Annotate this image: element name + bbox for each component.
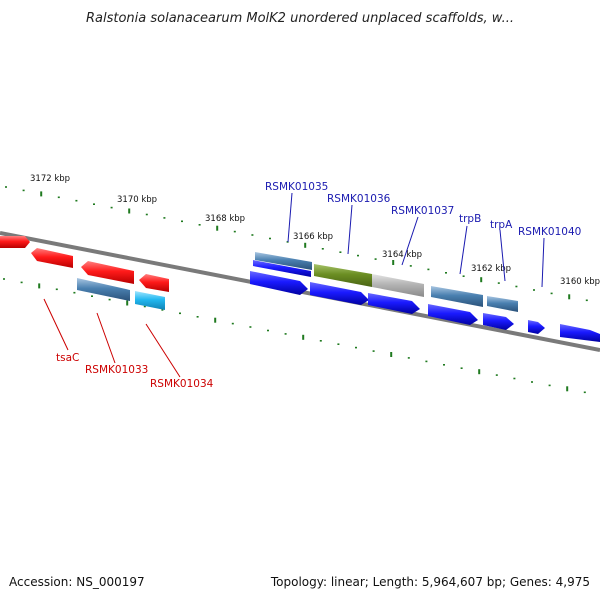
gene-stripe-rsmk01035[interactable]	[253, 260, 311, 277]
scale-label-3168: 3168 kbp	[205, 214, 245, 224]
scale-label-3164: 3164 kbp	[382, 250, 422, 260]
gene-box-rsmk01037[interactable]	[372, 274, 424, 297]
gene-labels: tsaC RSMK01033 RSMK01034 RSMK01035 RSMK0…	[56, 181, 581, 390]
gene-arrow-forward-4[interactable]	[428, 304, 478, 325]
gene-label-rsmk01036[interactable]: RSMK01036	[327, 193, 391, 205]
gene-box-rsmk01034[interactable]	[135, 291, 165, 310]
gene-box-trpa[interactable]	[487, 296, 518, 312]
gene-box-rsmk01036[interactable]	[314, 264, 372, 287]
forward-strand-features	[250, 252, 600, 342]
gene-arrow-forward-5[interactable]	[483, 313, 514, 330]
scale-label-3162: 3162 kbp	[471, 264, 511, 274]
gene-box-rsmk01033[interactable]	[77, 278, 130, 301]
scale-label-3160: 3160 kbp	[560, 277, 600, 287]
label-leader-lines	[43, 192, 545, 378]
gene-arrow-forward-1[interactable]	[250, 271, 308, 295]
accession-text: Accession: NS_000197	[9, 575, 145, 589]
gene-label-rsmk01037[interactable]: RSMK01037	[391, 205, 454, 217]
gene-label-tsac[interactable]: tsaC	[56, 352, 79, 364]
gene-label-rsmk01035[interactable]: RSMK01035	[265, 181, 328, 193]
gene-arrow-forward-2[interactable]	[310, 282, 369, 305]
map-title: Ralstonia solanacearum MolK2 unordered u…	[86, 11, 514, 26]
genome-summary-text: Topology: linear; Length: 5,964,607 bp; …	[270, 575, 590, 589]
gene-label-trpa[interactable]: trpA	[490, 219, 513, 231]
gene-arrow-forward-6[interactable]	[528, 320, 545, 334]
reverse-strand-features	[0, 235, 169, 310]
gene-arrow-forward-3[interactable]	[368, 293, 420, 314]
gene-arrow-forward-7[interactable]	[560, 324, 600, 342]
scale-label-3170: 3170 kbp	[117, 195, 157, 205]
scale-label-3166: 3166 kbp	[293, 232, 333, 242]
gene-arrow-1[interactable]	[0, 235, 30, 248]
gene-box-rsmk01035[interactable]	[255, 252, 312, 270]
gene-label-rsmk01034[interactable]: RSMK01034	[150, 378, 214, 390]
gene-arrow-tsac[interactable]	[31, 248, 73, 268]
gene-arrow-rsmk01033-red[interactable]	[81, 261, 134, 284]
scale-label-3172: 3172 kbp	[30, 174, 70, 184]
scale-labels: 3172 kbp 3170 kbp 3168 kbp 3166 kbp 3164…	[30, 174, 600, 287]
gene-label-rsmk01040[interactable]: RSMK01040	[518, 226, 581, 238]
gene-arrow-rsmk01034-red[interactable]	[139, 274, 169, 292]
gene-label-trpb[interactable]: trpB	[459, 213, 481, 225]
gene-box-trpb[interactable]	[431, 286, 483, 307]
scale-ticks	[3, 186, 588, 394]
gene-label-rsmk01033[interactable]: RSMK01033	[85, 364, 148, 376]
